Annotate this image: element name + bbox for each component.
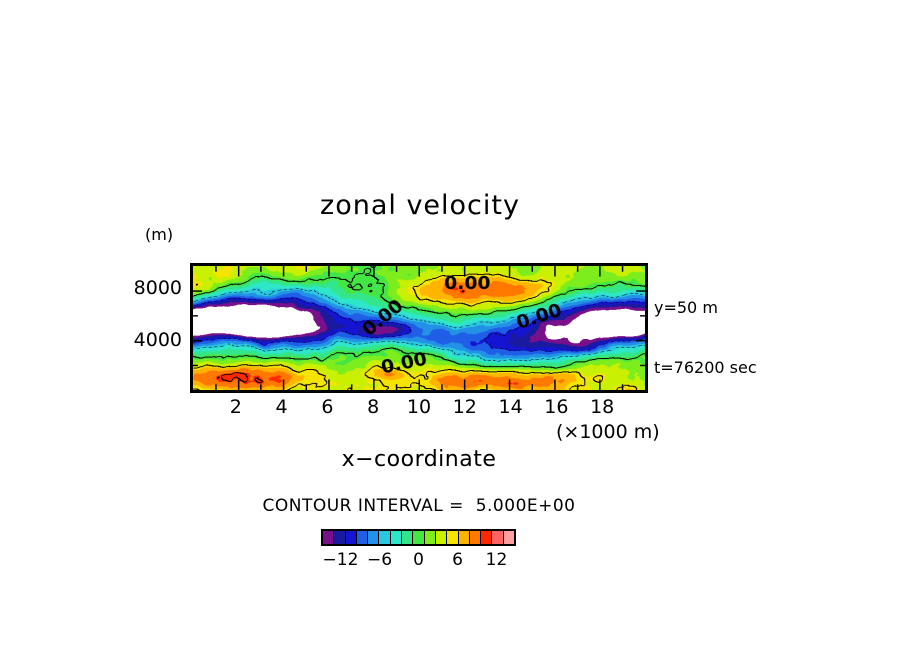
xaxis-tick-label: 12 <box>452 396 477 418</box>
colorbar-swatch <box>435 531 448 544</box>
colorbar-swatch <box>334 531 346 544</box>
colorbar-swatch <box>356 531 369 544</box>
annotation-time: t=76200 sec <box>654 358 757 377</box>
colorbar-swatch <box>379 531 391 544</box>
xaxis-tick-label: 4 <box>275 396 288 418</box>
contour-interval-caption: CONTOUR INTERVAL = 5.000E+00 <box>262 496 576 516</box>
colorbar-swatch <box>469 531 482 544</box>
colorbar-swatch <box>413 531 425 544</box>
colorbar-swatch <box>492 531 504 544</box>
yaxis-tick-label: 4000 <box>133 329 182 351</box>
annotation-y-slice: y=50 m <box>654 298 718 317</box>
yaxis-tick-labels: 8000 4000 <box>120 263 182 393</box>
page-title: zonal velocity <box>320 190 520 221</box>
colorbar-tick-label: −6 <box>366 550 393 570</box>
colorbar-swatch <box>368 531 380 544</box>
contour-field-canvas <box>193 266 645 390</box>
xaxis-tick-label: 6 <box>321 396 334 418</box>
colorbar-swatch <box>458 531 470 544</box>
yaxis-tick-label: 8000 <box>133 277 182 299</box>
colorbar-tick-labels: −12 −6 0 6 12 <box>321 550 516 572</box>
xaxis-unit-label: (×1000 m) <box>556 421 660 443</box>
xaxis-tick-label: 2 <box>229 396 242 418</box>
colorbar-tick-label: −12 <box>322 550 359 570</box>
xaxis-title: x−coordinate <box>341 447 497 472</box>
colorbar-swatch <box>323 531 335 544</box>
yaxis-unit-label: (m) <box>145 225 174 244</box>
xaxis-tick-label: 16 <box>544 396 569 418</box>
colorbar-tick-label: 12 <box>485 550 508 570</box>
xaxis-tick-label: 14 <box>498 396 523 418</box>
colorbar[interactable] <box>321 529 516 546</box>
xaxis-tick-label: 18 <box>590 396 615 418</box>
colorbar-swatch <box>390 531 403 544</box>
colorbar-swatch <box>503 531 515 544</box>
colorbar-swatch <box>424 531 436 544</box>
xaxis-tick-label: 8 <box>367 396 380 418</box>
colorbar-swatch <box>481 531 493 544</box>
xaxis-tick-label: 10 <box>406 396 432 418</box>
xaxis-tick-labels: 2 4 6 8 10 12 14 16 18 <box>190 396 648 420</box>
colorbar-swatch <box>345 531 357 544</box>
colorbar-swatch <box>447 531 459 544</box>
contour-plot-area[interactable] <box>190 263 648 393</box>
slice-annotations: y=50 m t=76200 sec <box>654 258 757 418</box>
colorbar-tick-label: 0 <box>413 550 424 570</box>
colorbar-swatch <box>402 531 414 544</box>
colorbar-tick-label: 6 <box>452 550 463 570</box>
